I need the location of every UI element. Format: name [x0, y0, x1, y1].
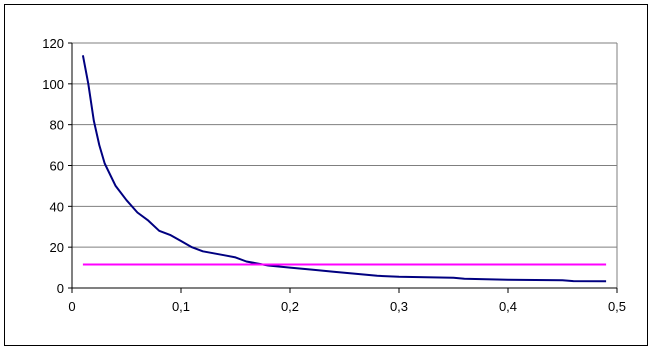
x-tick-label: 0,2 — [281, 299, 299, 314]
x-tick-label: 0 — [68, 299, 75, 314]
x-tick-label: 0,5 — [608, 299, 626, 314]
grid-lines — [72, 42, 618, 288]
chart-frame: 0 20 40 60 80 100 120 0 0,1 0,2 0,3 0,4 0,5 — [4, 4, 648, 346]
y-tick-label: 20 — [50, 240, 64, 255]
tick-labels: 0 20 40 60 80 100 120 0 0,1 0,2 0,3 0,4 0,5 — [42, 36, 626, 314]
x-tick-label: 0,4 — [499, 299, 517, 314]
y-tick-label: 80 — [50, 118, 64, 133]
chart-svg: 0 20 40 60 80 100 120 0 0,1 0,2 0,3 0,4 0,5 — [42, 36, 626, 314]
y-tick-label: 60 — [50, 159, 64, 174]
y-tick-label: 40 — [50, 199, 64, 214]
y-tick-label: 0 — [57, 281, 64, 296]
x-tick-label: 0,3 — [390, 299, 408, 314]
axes — [68, 42, 618, 293]
y-tick-label: 120 — [42, 36, 64, 51]
x-tick-label: 0,1 — [172, 299, 190, 314]
series-lines — [81, 55, 607, 283]
series-line-1 — [81, 55, 607, 283]
y-tick-label: 100 — [42, 77, 64, 92]
